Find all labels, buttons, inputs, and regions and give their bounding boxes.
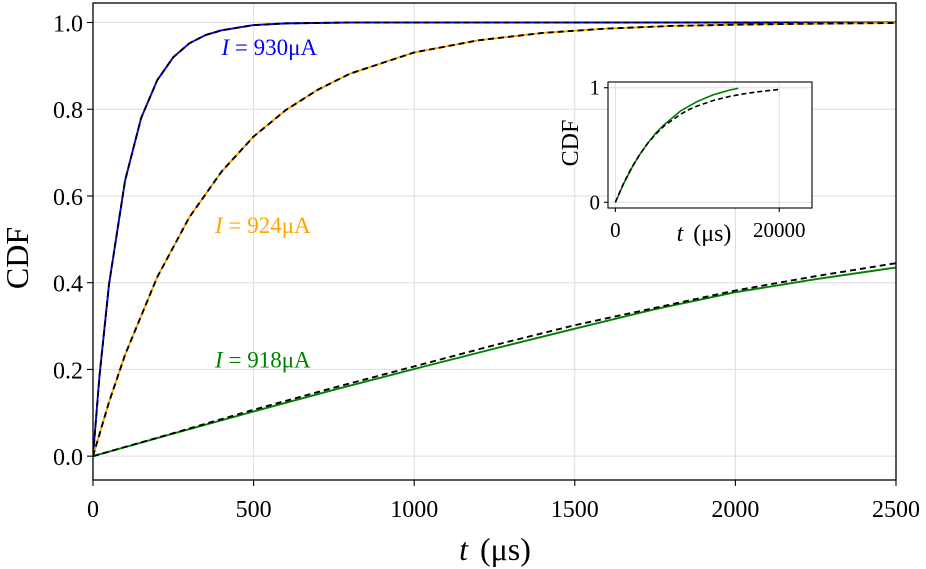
y-tick-label: 1.0 [53,12,83,38]
series-line-dashed-1 [93,21,896,457]
x-tick-label: 1000 [390,497,438,523]
main-series-group [93,21,896,458]
y-tick-label: 1 [590,76,601,100]
y-axis-label: CDF [0,227,35,289]
annotation-value: = 924μA [223,213,311,238]
series-line-solid-4 [93,266,896,458]
inset-x-axis-label-variable: t [677,221,685,247]
y-tick-label: 0.0 [53,445,83,471]
x-axis-label-unit: (μs) [480,531,531,567]
x-tick-label: 1500 [551,497,599,523]
series-line-dashed-3 [93,22,896,457]
x-tick-label: 2000 [711,497,759,523]
series-line-dashed-5 [93,262,896,458]
inset-x-axis-label-unit: (μs) [693,221,731,247]
main-ticks: 0 500 1000 1500 2000 2500 0.0 0.2 0.4 0.6 0.8 1.0 [53,12,920,523]
x-tick-label: 0 [87,497,99,523]
inset-y-axis-label: CDF [558,120,584,167]
y-tick-label: 0.8 [53,98,83,124]
inset-plot: 0 20000 0 1 CDF t (μs) [558,76,813,247]
y-tick-label: 0.4 [53,272,83,298]
inset-background [608,82,812,208]
inset-x-axis-label: t (μs) [677,221,732,247]
x-axis-label-variable: t [459,531,469,567]
curve-annotation: I = 924μA [214,213,311,238]
x-tick-label: 20000 [753,218,806,242]
inset-gridlines [608,82,812,208]
curve-annotation: I = 918μA [214,347,311,372]
curve-annotation: I = 930μA [220,35,317,60]
x-axis-label: t (μs) [459,531,531,567]
series-line-dashed-1 [614,88,780,203]
annotation-value: = 930μA [229,35,317,60]
annotation-variable: I [220,35,230,60]
inset-series-group [614,87,780,203]
inset-plot-frame [607,81,813,209]
x-tick-label: 500 [236,497,272,523]
y-tick-label: 0.2 [53,358,83,384]
annotation-value: = 918μA [223,347,311,372]
y-tick-label: 0 [590,190,601,214]
main-plot-frame [92,2,897,481]
y-tick-label: 0.6 [53,185,83,211]
annotation-variable: I [214,347,224,372]
annotation-variable: I [214,213,224,238]
x-tick-label: 0 [610,218,621,242]
series-line-solid-0 [614,87,739,203]
inset-ticks: 0 20000 0 1 [590,76,806,242]
x-tick-label: 2500 [872,497,920,523]
